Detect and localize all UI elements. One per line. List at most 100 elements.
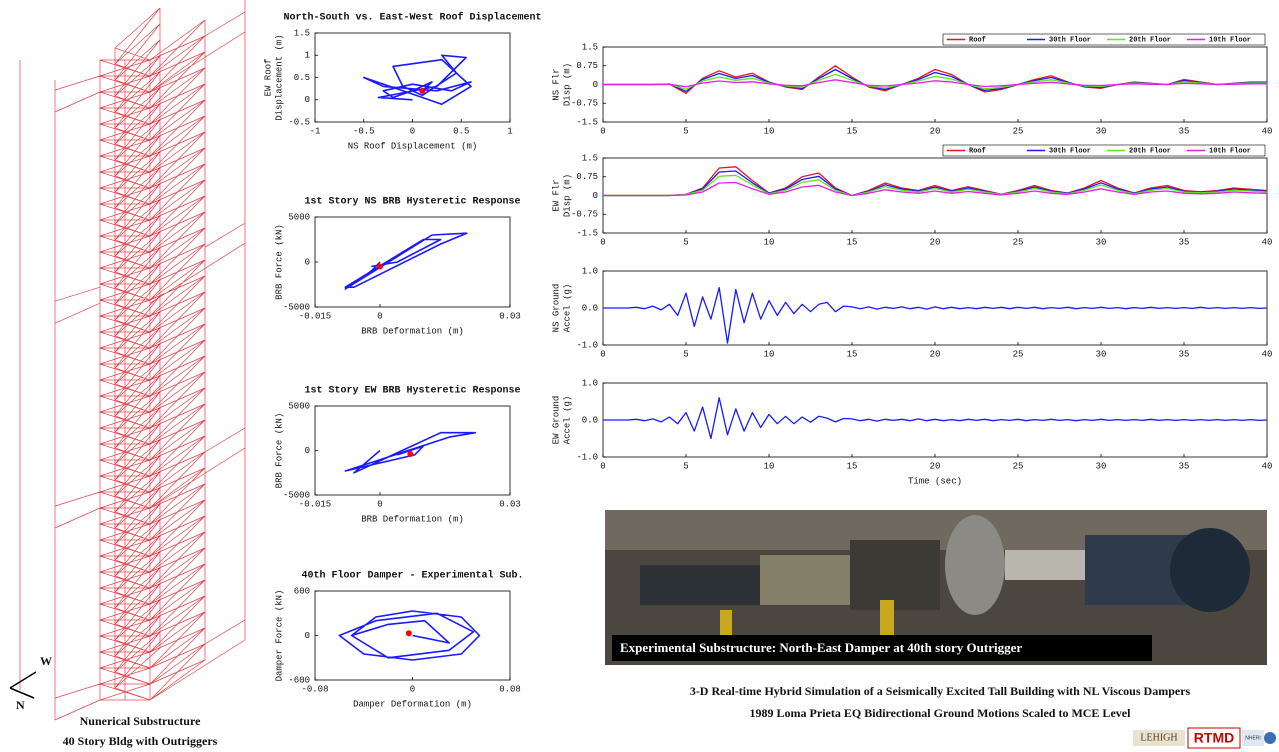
- x-tick-label: 0: [600, 349, 605, 359]
- y-tick-label: -1.0: [576, 452, 598, 462]
- chart: North-South vs. East-West Roof Displacem…: [263, 12, 541, 152]
- y-axis-label: BRB Force (kN): [274, 413, 284, 489]
- plot-area: [314, 216, 511, 308]
- x-tick-label: 40: [1262, 461, 1273, 471]
- y-tick-label: 0: [593, 80, 598, 90]
- y-tick-label: -1.5: [576, 117, 598, 127]
- x-tick-label: 0: [410, 126, 415, 136]
- series-line: [603, 166, 1268, 197]
- y-tick-label: 1: [305, 51, 310, 61]
- x-tick-label: 5: [683, 237, 688, 247]
- y-tick-label: -600: [288, 675, 310, 685]
- chart: EW Flr Disp (m) 0 5 10 15 20 25 30 35 40 -1.5 -0.75 0…: [551, 144, 1272, 247]
- plot-area: [314, 405, 511, 496]
- current-point: [407, 451, 414, 458]
- series-line: [603, 170, 1268, 197]
- x-tick-label: 0.5: [453, 126, 469, 136]
- x-tick-label: 15: [847, 349, 858, 359]
- y-tick-label: 0.0: [582, 415, 598, 425]
- footer-line: 1989 Loma Prieta EQ Bidirectional Ground…: [750, 706, 1132, 720]
- x-tick-label: 35: [1179, 461, 1190, 471]
- y-tick-label: -1.0: [576, 340, 598, 350]
- x-tick-label: 30: [1096, 461, 1107, 471]
- series-line: [603, 79, 1267, 88]
- x-tick-label: 0: [377, 311, 382, 321]
- x-tick-label: 40: [1262, 349, 1273, 359]
- data-line: [338, 610, 481, 661]
- building-caption: Nunerical Substructure: [80, 714, 201, 728]
- y-axis-label: BRB Force (kN): [274, 224, 284, 300]
- legend-label: 20th Floor: [1129, 36, 1171, 44]
- legend-label: 10th Floor: [1209, 147, 1251, 155]
- y-axis-label: Disp (m): [562, 174, 572, 217]
- compass-arrows: [9, 671, 37, 699]
- y-tick-label: -5000: [283, 490, 310, 500]
- logo: NHERI: [1245, 735, 1261, 741]
- footer-line: 3-D Real-time Hybrid Simulation of a Sei…: [690, 684, 1191, 698]
- logos: LEHIGH RTMD NHERI: [1133, 727, 1276, 749]
- chart-title: North-South vs. East-West Roof Displacem…: [283, 12, 541, 24]
- x-tick-label: 10: [764, 126, 775, 136]
- y-tick-label: 0: [305, 446, 310, 456]
- y-tick-label: 0.0: [582, 303, 598, 313]
- series-line: [603, 397, 1268, 440]
- x-tick-label: -0.015: [299, 311, 331, 321]
- x-tick-label: 20: [930, 237, 941, 247]
- chart: 1st Story NS BRB Hysteretic Response BRB …: [274, 196, 520, 337]
- x-tick-label: 10: [764, 461, 775, 471]
- y-tick-label: 1.5: [294, 28, 310, 38]
- x-tick-label: 0: [600, 126, 605, 136]
- x-tick-label: -0.015: [299, 499, 331, 509]
- x-tick-label: -0.5: [353, 126, 375, 136]
- plot-area: [314, 32, 511, 123]
- y-axis-label: Accel (g): [562, 284, 572, 333]
- building-caption: 40 Story Bldg with Outriggers: [63, 734, 218, 748]
- logo: RTMD: [1194, 730, 1234, 746]
- x-axis-label: NS Roof Displacement (m): [348, 141, 478, 151]
- y-tick-label: 1.0: [582, 378, 598, 388]
- x-tick-label: 0.03: [499, 499, 521, 509]
- x-tick-label: 15: [847, 461, 858, 471]
- x-tick-label: 15: [847, 126, 858, 136]
- x-tick-label: 25: [1013, 349, 1024, 359]
- x-tick-label: 0: [600, 461, 605, 471]
- chart: 1st Story EW BRB Hysteretic Response BRB …: [274, 385, 520, 525]
- current-point: [377, 263, 383, 270]
- y-tick-label: 1.5: [582, 153, 598, 163]
- y-axis-label: NS Ground: [551, 284, 561, 333]
- legend-label: 20th Floor: [1129, 147, 1171, 155]
- y-axis-label: Damper Force (kN): [274, 590, 284, 682]
- compass-label: W: [40, 654, 52, 668]
- y-tick-label: 5000: [288, 401, 310, 411]
- photo-caption: Experimental Substructure: North-East Da…: [620, 640, 1022, 655]
- x-tick-label: 0: [600, 237, 605, 247]
- y-axis-label: EW Flr: [551, 179, 561, 211]
- chart: NS Ground Accel (g) 0 5 10 15 20 25 30 35 40 -1.0 0.…: [551, 266, 1272, 359]
- x-tick-label: 0.03: [499, 311, 521, 321]
- y-axis-label: Accel (g): [562, 396, 572, 445]
- legend-label: 10th Floor: [1209, 36, 1251, 44]
- legend-label: Roof: [969, 36, 986, 44]
- photo: Experimental Substructure: North-East Da…: [605, 510, 1267, 665]
- data-line: [363, 54, 472, 105]
- y-tick-label: -5000: [283, 302, 310, 312]
- building-wireframe: [19, 0, 246, 721]
- data-line: [344, 232, 468, 290]
- x-tick-label: 10: [764, 237, 775, 247]
- y-tick-label: 0: [305, 631, 310, 641]
- y-tick-label: 0: [305, 95, 310, 105]
- x-tick-label: -0.08: [301, 684, 328, 694]
- x-axis-label: BRB Deformation (m): [361, 326, 464, 336]
- y-tick-label: -0.75: [571, 99, 598, 109]
- x-tick-label: -1: [310, 126, 321, 136]
- x-tick-label: 10: [764, 349, 775, 359]
- y-tick-label: 0.75: [576, 61, 598, 71]
- y-axis-label: NS Flr: [551, 68, 561, 100]
- series-line: [603, 286, 1268, 344]
- y-axis-label: Displacement (m): [274, 34, 284, 120]
- x-tick-label: 1: [507, 126, 512, 136]
- y-tick-label: 0: [305, 257, 310, 267]
- y-tick-label: -0.75: [571, 210, 598, 220]
- x-tick-label: 25: [1013, 461, 1024, 471]
- compass-label: N: [16, 698, 25, 712]
